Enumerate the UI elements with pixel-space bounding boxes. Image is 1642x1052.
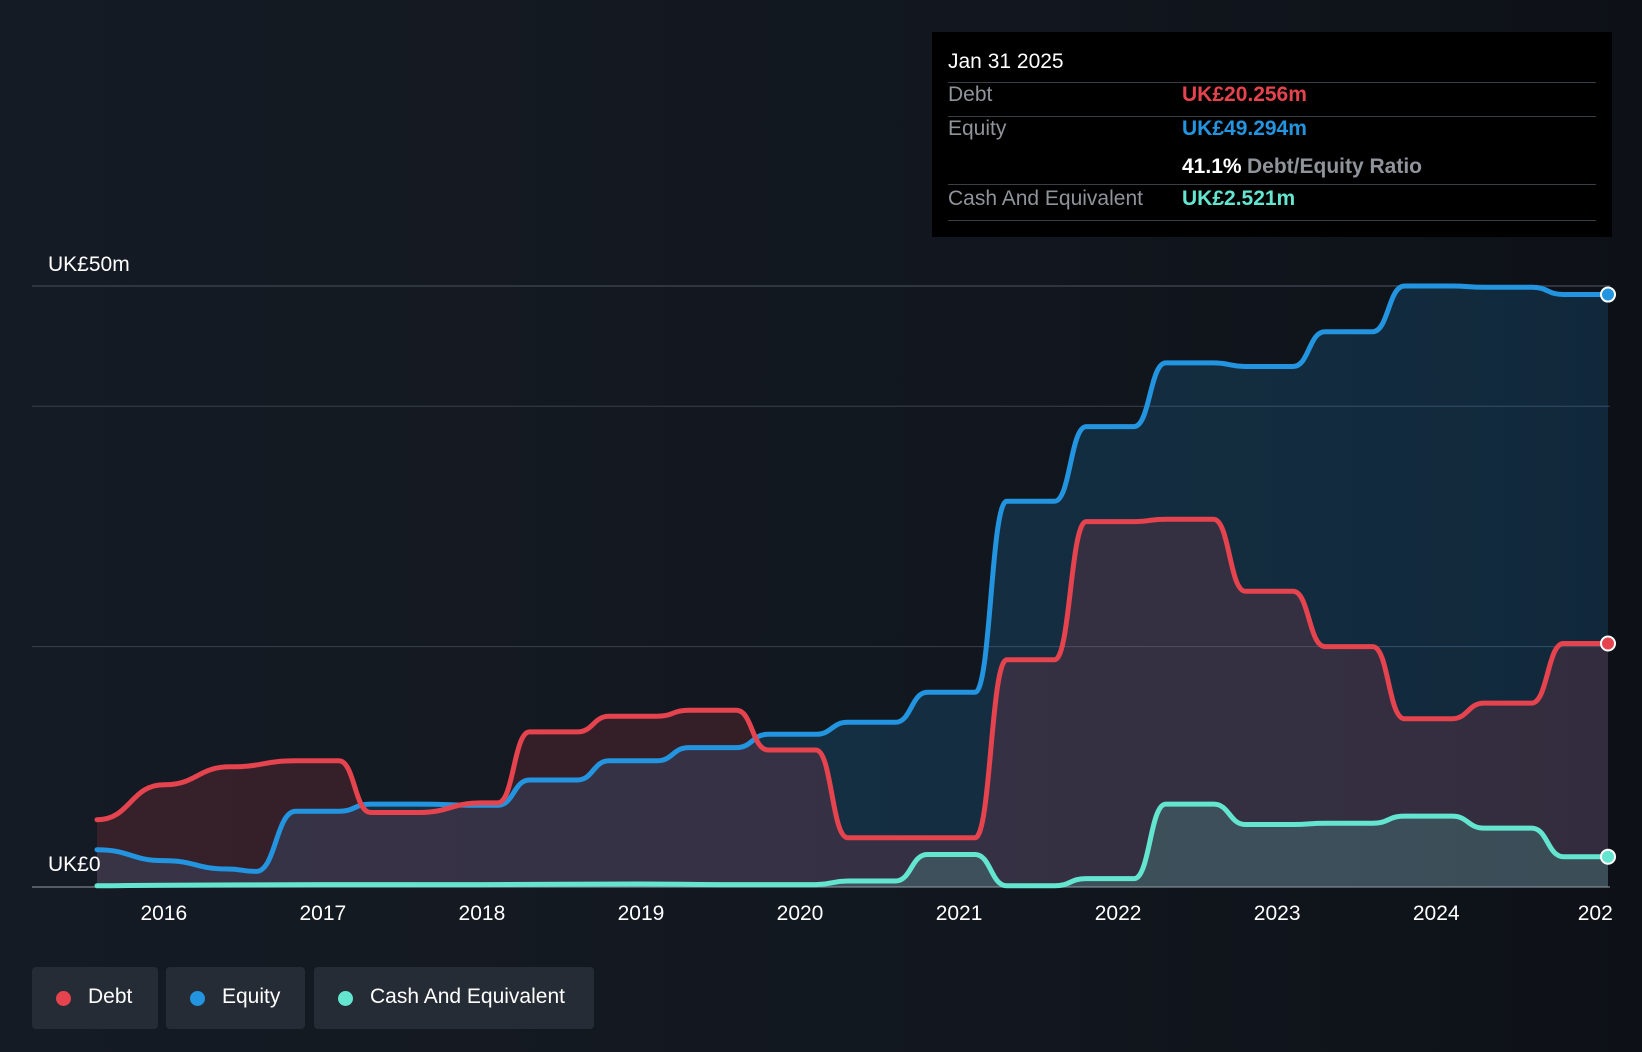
x-tick-label: 2021 [936,902,983,925]
tooltip-divider [948,220,1596,221]
x-axis-ticks: 2016 2017 2018 2019 2020 2021 2022 2023 2024 202 [140,902,1612,925]
legend-dot-icon [190,991,205,1006]
tooltip-debt-value: UK£20.256m [1182,83,1307,106]
x-tick-label: 2023 [1254,902,1301,925]
debt-area [97,519,1608,887]
equity-line [94,283,1611,874]
tooltip-divider [948,82,1596,83]
y-tick-label: UK£50m [48,253,130,276]
cash-area [97,804,1608,887]
debt-line [94,516,1611,841]
equity-area [97,286,1608,887]
x-tick-label: 2019 [618,902,665,925]
legend-label-cash: Cash And Equivalent [370,985,565,1008]
tooltip-date: Jan 31 2025 [948,50,1064,73]
x-tick-label: 202 [1578,902,1613,925]
tooltip-cash-label: Cash And Equivalent [948,187,1143,210]
tooltip-divider [948,184,1596,185]
legend-label-equity: Equity [222,985,281,1008]
cash-line [94,801,1611,889]
tooltip-equity-label: Equity [948,117,1007,140]
tooltip-equity-value: UK£49.294m [1182,117,1307,140]
x-tick-label: 2022 [1095,902,1142,925]
x-tick-label: 2018 [459,902,506,925]
legend-dot-icon [56,991,71,1006]
series-areas [97,286,1608,887]
tooltip-ratio-value: 41.1% [1182,155,1242,178]
hover-tooltip: Jan 31 2025 Debt UK£20.256m Equity UK£49… [932,32,1612,237]
tooltip-cash-value: UK£2.521m [1182,187,1296,210]
legend-label-debt: Debt [88,985,133,1008]
y-tick-label: UK£0 [48,853,101,876]
tooltip-debt-label: Debt [948,83,993,106]
x-tick-label: 2020 [777,902,824,925]
tooltip-ratio-label: Debt/Equity Ratio [1247,155,1423,178]
tooltip-divider [948,116,1596,117]
x-tick-label: 2017 [299,902,346,925]
y-axis-ticks: UK£50m UK£0 [48,253,130,876]
legend-item-equity[interactable]: Equity [166,967,305,1029]
series-end-markers [1600,286,1616,865]
x-tick-label: 2016 [140,902,187,925]
series-lines [94,283,1611,889]
debt-end-marker [1600,635,1616,652]
legend-item-cash[interactable]: Cash And Equivalent [314,967,594,1029]
x-tick-label: 2024 [1413,902,1460,925]
cash-end-marker [1600,848,1616,865]
equity-end-marker [1600,286,1616,303]
legend-dot-icon [338,991,353,1006]
legend-item-debt[interactable]: Debt [32,967,158,1029]
